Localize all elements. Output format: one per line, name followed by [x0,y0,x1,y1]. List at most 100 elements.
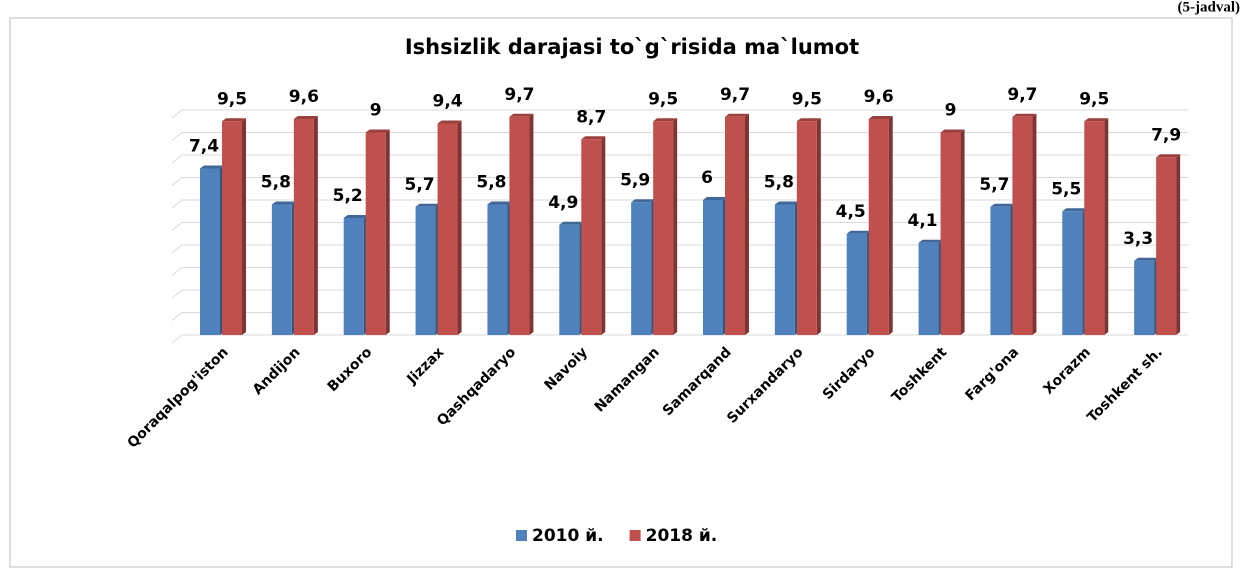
data-label: 9,7 [504,85,534,105]
bar-side [457,120,462,335]
bar [271,204,292,335]
data-label: 7,9 [1151,125,1181,145]
bar [343,218,364,335]
bar [868,119,889,335]
bar-side [385,129,390,335]
bar-top [1084,118,1109,122]
bar-side [313,116,318,335]
bar [509,116,530,335]
data-label: 9 [945,101,957,121]
bar-top [653,118,678,122]
bar-side [1104,118,1109,335]
bar [990,206,1011,335]
bar-side [529,113,534,335]
data-label: 5,9 [620,170,650,190]
bar-top [200,165,224,169]
bar-top [1134,257,1159,261]
bar-top [940,129,965,133]
chart-title: Ishsizlik darajasi to`g`risida ma`lumot [405,35,859,59]
bar-top [365,129,390,133]
data-label: 5,7 [979,175,1009,195]
bar [703,200,723,335]
bar-top [437,120,462,124]
bar-top [796,118,821,122]
bar-top [846,230,871,234]
bar [200,168,220,335]
bar [846,233,867,335]
bar-top [509,113,534,117]
data-label: 4,9 [548,193,578,213]
bar-top [631,199,656,203]
bar-side [601,136,606,335]
bar [222,121,242,335]
data-label: 9,7 [1007,85,1037,105]
bar-top [271,201,296,205]
data-label: 9,6 [289,87,319,107]
bar [774,204,795,335]
bar [796,121,817,335]
caption: (5-jadval) [1178,0,1241,15]
data-label: 9,5 [217,89,247,109]
bar [940,132,961,335]
bar [1134,260,1155,335]
bar-side [960,129,965,335]
bar [437,123,458,335]
bar [918,242,939,335]
bar-top [703,197,727,200]
bar-top [990,203,1015,207]
bar-side [816,118,821,335]
bar-top [343,215,368,218]
bar-top [1156,154,1181,158]
bar-top [1062,208,1087,212]
bar-top [415,203,440,207]
data-label: 9,5 [648,89,678,109]
data-label: 5,8 [764,173,794,193]
bar [725,116,745,335]
data-label: 4,5 [836,202,866,222]
bar-top [725,113,749,117]
data-label: 5,8 [476,173,506,193]
bar-top [581,136,606,140]
bar-side [673,118,678,335]
bar-side [745,113,749,335]
bar-side [1032,113,1037,335]
bar [415,206,436,335]
chart-frame [9,17,1233,568]
legend-label: 2010 й. [532,526,604,546]
grid-line [171,177,1188,186]
grid-line [171,132,1188,141]
bar-top [774,201,799,205]
data-label: 7,4 [189,137,219,157]
bar-top [293,116,318,119]
grid-line [171,154,1188,164]
bar [293,119,314,335]
bar-side [1176,154,1181,335]
data-label: 9,4 [433,92,463,112]
data-label: 9,7 [720,85,750,105]
bar [1062,211,1083,335]
grid-line [171,199,1188,209]
legend-label: 2018 й. [646,526,718,546]
bar-top [222,118,246,122]
bar [581,139,602,335]
data-label: 5,8 [261,173,291,193]
data-label: 9 [370,101,382,121]
legend-swatch [516,530,527,541]
bar [1084,121,1105,335]
data-label: 9,5 [1079,89,1109,109]
bar-top [868,116,893,119]
bar-top [487,201,512,205]
bar-top [559,221,584,225]
bar-side [242,118,246,335]
data-label: 5,7 [405,175,435,195]
bar [653,121,674,335]
data-label: 5,2 [333,186,363,206]
data-label: 9,5 [792,89,822,109]
data-label: 8,7 [576,107,606,127]
grid-line [171,222,1188,231]
bar [1156,157,1177,335]
grid-line [171,109,1188,119]
data-label: 5,5 [1051,179,1081,199]
legend-swatch [629,530,641,541]
